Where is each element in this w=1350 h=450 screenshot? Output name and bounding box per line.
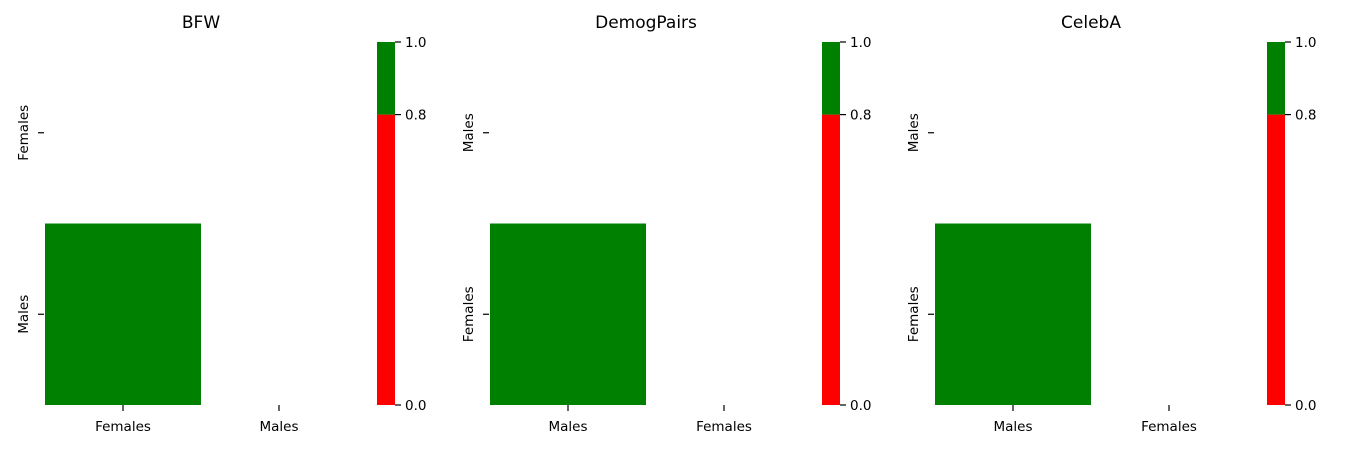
colorbar-segment xyxy=(822,114,840,405)
colorbar-segment xyxy=(377,114,395,405)
y-tick-label: Males xyxy=(906,113,922,152)
colorbar-segment xyxy=(377,42,395,115)
x-tick-label: Females xyxy=(1141,419,1197,435)
heatmap-panel-0: BFW Females Males Females Males 0.0 0.8 1.0 xyxy=(16,13,426,435)
colorbar-segment xyxy=(1267,42,1285,115)
colorbar-tick-label: 0.0 xyxy=(1295,398,1316,414)
y-tick-label: Males xyxy=(16,295,32,334)
colorbar-tick-label: 0.8 xyxy=(405,108,426,124)
panel-title: CelebA xyxy=(1061,13,1121,33)
heatmap-cell xyxy=(45,223,201,405)
colorbar-tick-label: 0.0 xyxy=(405,398,426,414)
x-tick-label: Females xyxy=(95,419,151,435)
colorbar-tick-label: 1.0 xyxy=(1295,35,1316,51)
x-tick-label: Males xyxy=(993,419,1032,435)
y-tick-label: Females xyxy=(461,286,477,342)
heatmap-cell xyxy=(490,223,646,405)
x-tick-label: Females xyxy=(696,419,752,435)
colorbar-tick-label: 1.0 xyxy=(405,35,426,51)
panel-title: DemogPairs xyxy=(595,13,697,33)
colorbar-segment xyxy=(822,42,840,115)
x-tick-label: Males xyxy=(548,419,587,435)
heatmap-panel-2: CelebA Males Females Males Females 0.0 0.8 1.0 xyxy=(906,13,1316,435)
panel-title: BFW xyxy=(182,13,220,33)
y-tick-label: Males xyxy=(461,113,477,152)
colorbar-tick-label: 0.8 xyxy=(850,108,871,124)
colorbar-segment xyxy=(1267,114,1285,405)
x-tick-label: Males xyxy=(259,419,298,435)
y-tick-label: Females xyxy=(16,105,32,161)
heatmap-panel-1: DemogPairs Males Females Males Females 0.0 0.8… xyxy=(461,13,871,435)
colorbar-tick-label: 1.0 xyxy=(850,35,871,51)
colorbar-tick-label: 0.0 xyxy=(850,398,871,414)
heatmap-cell xyxy=(935,223,1091,405)
y-tick-label: Females xyxy=(906,286,922,342)
colorbar-tick-label: 0.8 xyxy=(1295,108,1316,124)
